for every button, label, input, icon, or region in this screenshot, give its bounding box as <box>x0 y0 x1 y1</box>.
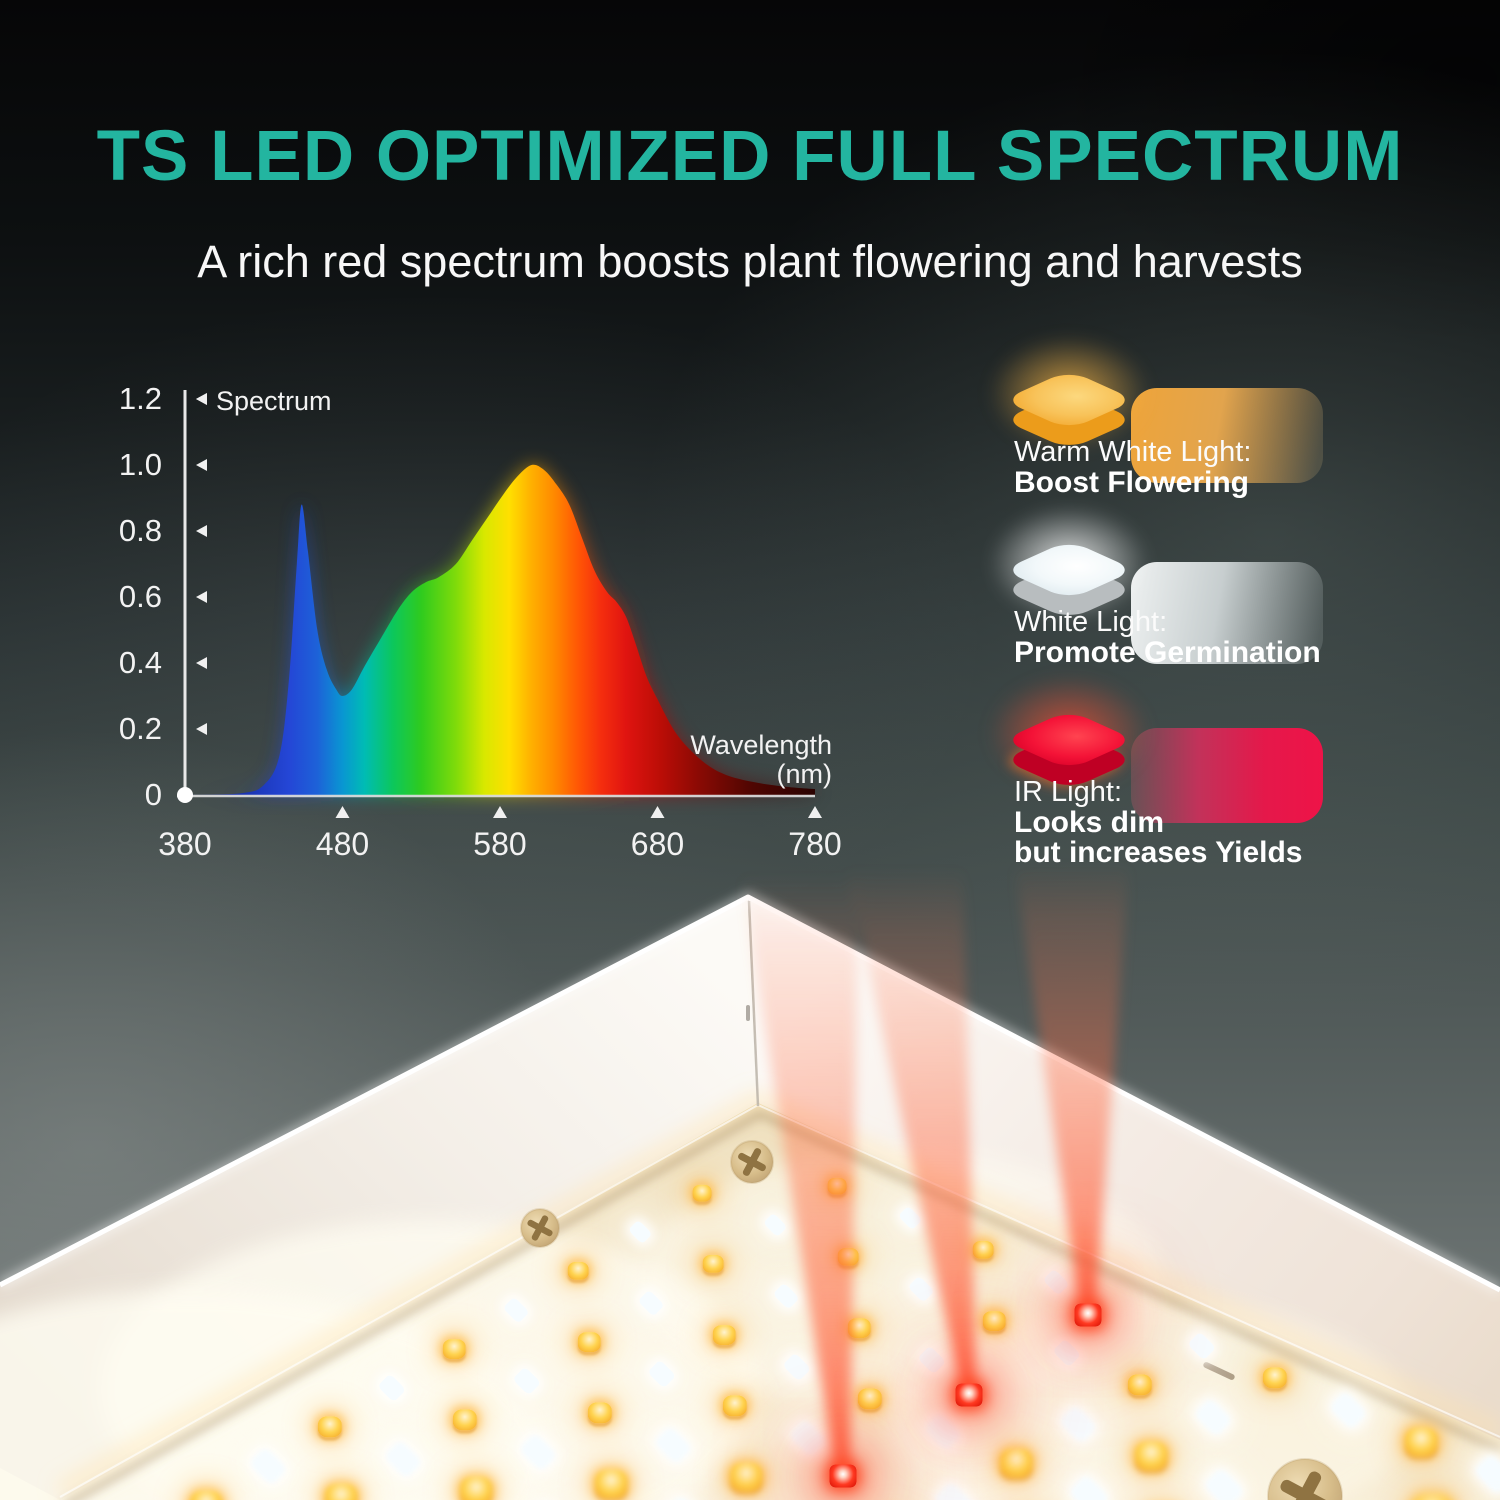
led-white <box>377 1373 407 1403</box>
y-tick-label: 0.4 <box>118 645 162 680</box>
led-white <box>1058 1404 1098 1444</box>
led-white <box>772 1282 800 1310</box>
y-tick-marker <box>196 591 207 603</box>
x-tick-label: 580 <box>473 826 527 862</box>
warm-white-chip-icon <box>1002 352 1136 450</box>
led-white <box>897 1205 923 1231</box>
x-axis-label-line2: (nm) <box>776 759 833 789</box>
x-tick-marker <box>808 806 822 818</box>
ir-chip-icon <box>1002 692 1136 790</box>
led-white <box>1203 1467 1245 1500</box>
page-title: TS LED OPTIMIZED FULL SPECTRUM <box>96 117 1404 196</box>
led-amber <box>577 1332 601 1352</box>
y-tick-marker <box>196 525 207 537</box>
led-amber <box>702 1254 724 1274</box>
white-chip-icon <box>1002 522 1136 620</box>
led-white <box>248 1446 288 1486</box>
led-amber <box>1127 1374 1153 1396</box>
led-amber <box>594 1469 628 1499</box>
led-red <box>1074 1303 1102 1327</box>
page-subtitle: A rich red spectrum boosts plant floweri… <box>197 236 1303 287</box>
x-tick-label: 680 <box>630 826 685 862</box>
led-white <box>502 1296 530 1324</box>
legend-bold: but increases Yields <box>1014 836 1303 869</box>
led-amber <box>1262 1367 1288 1389</box>
led-white <box>788 1418 828 1458</box>
led-amber <box>452 1409 478 1431</box>
led-white <box>1042 1268 1070 1296</box>
legend-bold: Looks dim <box>1014 806 1165 839</box>
led-white <box>663 1495 705 1500</box>
x-tick-marker <box>335 806 350 818</box>
legend-title: IR Light: <box>1014 776 1122 808</box>
led-white <box>1328 1390 1368 1430</box>
led-white <box>1473 1453 1500 1495</box>
y-tick-marker <box>196 723 207 735</box>
y-tick-label: 0.8 <box>118 513 162 548</box>
y-tick-label: 0.2 <box>118 711 162 746</box>
led-white <box>1068 1474 1110 1500</box>
led-amber <box>999 1448 1033 1478</box>
series-label: Spectrum <box>216 386 332 416</box>
led-amber <box>712 1325 736 1345</box>
y-tick-label: 0.6 <box>118 579 162 614</box>
led-amber <box>587 1402 613 1424</box>
led-amber <box>972 1240 994 1260</box>
led-white <box>1187 1331 1217 1361</box>
led-white <box>907 1275 935 1303</box>
led-white <box>917 1345 947 1375</box>
led-amber <box>189 1490 223 1500</box>
led-amber <box>847 1318 871 1338</box>
legend-item-ir: IR Light: Looks dim but increases Yields <box>986 692 1356 872</box>
led-white <box>1193 1397 1233 1437</box>
x-tick-marker <box>650 806 665 818</box>
x-axis-label-line1: Wavelength <box>690 730 832 760</box>
led-amber <box>857 1388 883 1410</box>
led-amber <box>729 1462 763 1492</box>
led-amber <box>324 1483 358 1500</box>
led-amber <box>722 1395 748 1417</box>
led-amber <box>442 1339 466 1359</box>
led-white <box>512 1366 542 1396</box>
led-white <box>627 1219 653 1245</box>
y-tick-marker <box>196 393 207 405</box>
led-amber <box>837 1247 859 1267</box>
x-tick-label: 780 <box>788 826 842 862</box>
led-amber <box>1404 1427 1438 1457</box>
led-white <box>782 1352 812 1382</box>
led-red <box>829 1464 857 1488</box>
y-tick-marker <box>196 657 207 669</box>
led-white <box>383 1439 423 1479</box>
led-amber <box>1411 1494 1453 1500</box>
x-tick-label: 480 <box>315 826 370 862</box>
led-white <box>637 1289 665 1317</box>
y-tick-label: 1.2 <box>118 381 162 416</box>
led-red <box>955 1383 983 1407</box>
led-white <box>923 1411 963 1451</box>
led-white <box>653 1425 693 1465</box>
led-white <box>647 1359 677 1389</box>
led-amber <box>692 1184 712 1202</box>
legend-title: White Light: <box>1014 606 1168 638</box>
led-amber <box>317 1416 343 1438</box>
x-axis-label: Wavelength (nm) <box>612 731 832 789</box>
led-amber <box>459 1476 493 1500</box>
led-white <box>933 1481 975 1500</box>
legend-item-white: White Light: Promote Germination <box>986 522 1356 702</box>
y-tick-label: 1.0 <box>118 447 162 482</box>
axis-origin-dot <box>177 787 193 803</box>
led-white <box>762 1212 788 1238</box>
legend-title: Warm White Light: <box>1014 436 1252 468</box>
led-amber <box>982 1311 1006 1331</box>
led-amber <box>1134 1441 1168 1471</box>
y-tick-marker <box>196 459 207 471</box>
led-amber <box>827 1177 847 1195</box>
led-white <box>1052 1338 1082 1368</box>
led-white <box>518 1432 558 1472</box>
x-tick-label: 380 <box>158 826 212 862</box>
x-tick-marker <box>493 806 507 818</box>
y-tick-label: 0 <box>144 777 162 812</box>
led-amber <box>567 1261 589 1281</box>
